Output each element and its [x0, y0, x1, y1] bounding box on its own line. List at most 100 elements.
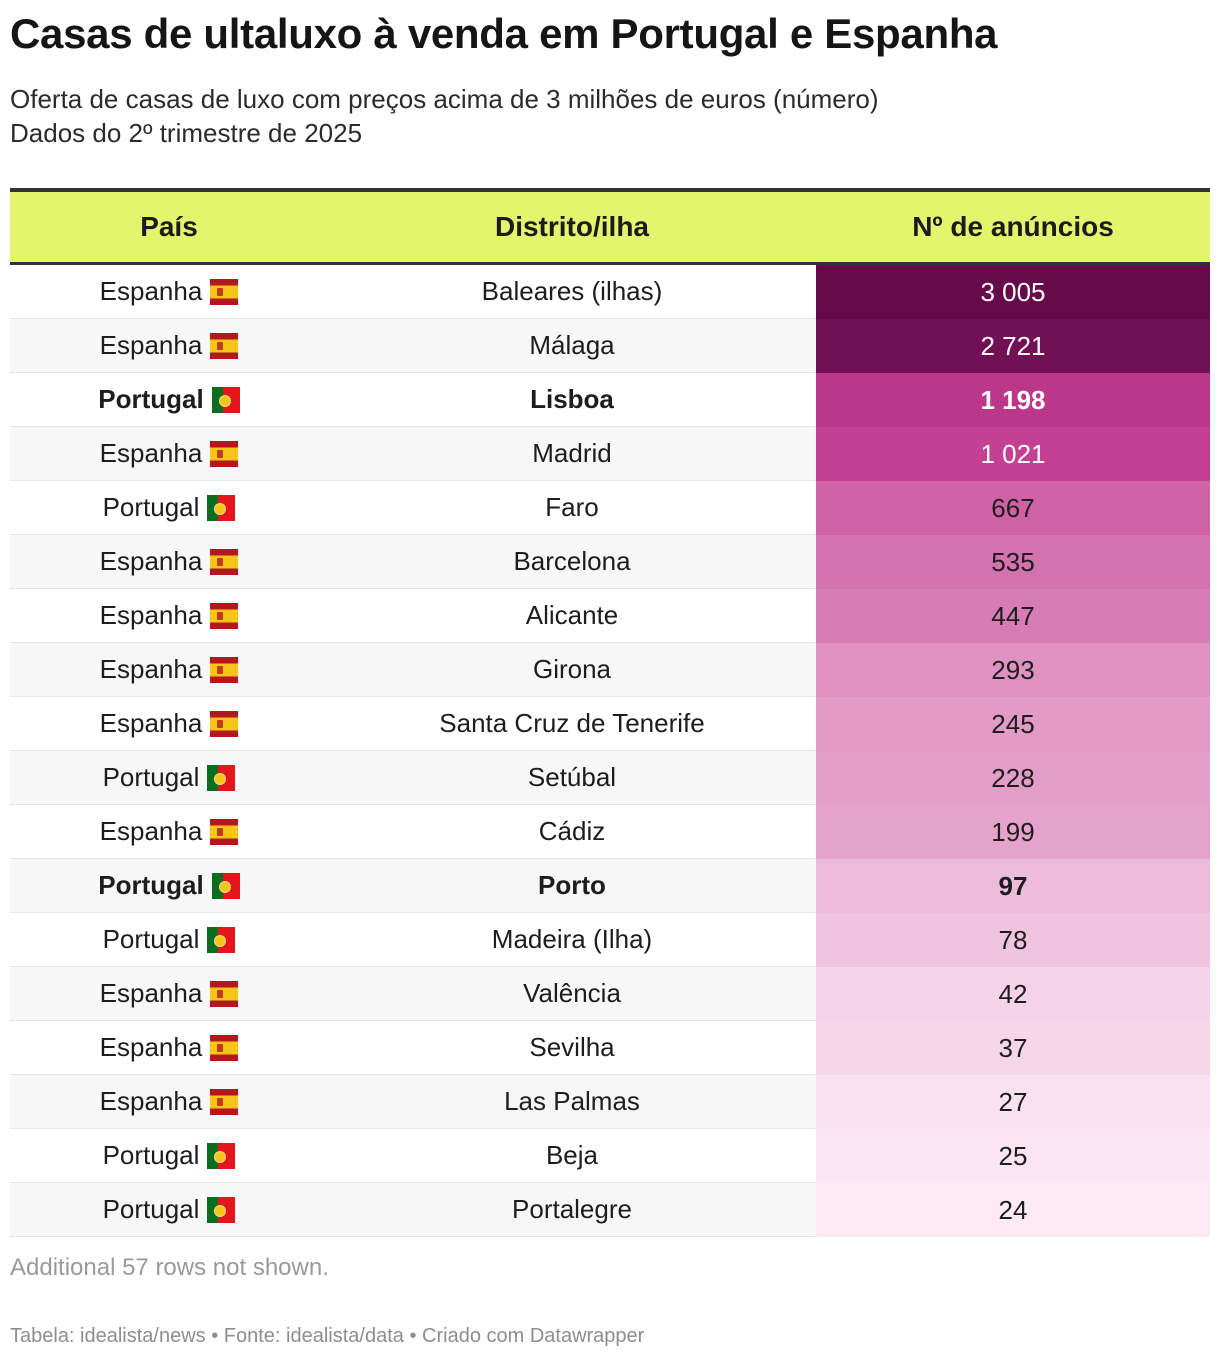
cell-listings-value: 228	[816, 751, 1210, 805]
cell-listings-value: 447	[816, 589, 1210, 643]
spain-flag-icon	[210, 1088, 239, 1115]
cell-country: Espanha	[10, 535, 328, 589]
country-label: Espanha	[99, 654, 203, 684]
spain-flag-icon	[210, 980, 239, 1007]
cell-district: Alicante	[328, 589, 816, 643]
cell-listings-value: 1 198	[816, 373, 1210, 427]
country-label: Portugal	[102, 1194, 200, 1224]
cell-country: Portugal	[10, 913, 328, 967]
table-row: Espanha Málaga 2 721	[10, 319, 1210, 373]
chart-title: Casas de ultaluxo à venda em Portugal e …	[10, 10, 998, 57]
column-header-district[interactable]: Distrito/ilha	[494, 211, 649, 242]
cell-country: Portugal	[10, 751, 328, 805]
table-row: Espanha Santa Cruz de Tenerife 245	[10, 697, 1210, 751]
portugal-flag-icon	[207, 1196, 236, 1223]
table-row: Portugal Madeira (Ilha) 78	[10, 913, 1210, 967]
table-row: Portugal Setúbal 228	[10, 751, 1210, 805]
cell-country: Portugal	[10, 1183, 328, 1237]
country-label: Espanha	[99, 600, 203, 630]
table-row: Portugal Portalegre 24	[10, 1183, 1210, 1237]
cell-country: Portugal	[10, 1129, 328, 1183]
cell-country: Portugal	[10, 481, 328, 535]
cell-country: Portugal	[10, 373, 328, 427]
cell-district: Baleares (ilhas)	[328, 265, 816, 319]
table-row: Espanha Valência 42	[10, 967, 1210, 1021]
country-label: Espanha	[99, 1032, 203, 1062]
cell-country: Espanha	[10, 319, 328, 373]
table-row: Portugal Lisboa 1 198	[10, 373, 1210, 427]
country-label: Espanha	[99, 330, 203, 360]
source-footer: Tabela: idealista/news • Fonte: idealist…	[10, 1325, 645, 1347]
cell-country: Espanha	[10, 265, 328, 319]
cell-country: Espanha	[10, 805, 328, 859]
cell-district: Portalegre	[328, 1183, 816, 1237]
table-row: Espanha Alicante 447	[10, 589, 1210, 643]
spain-flag-icon	[210, 332, 239, 359]
cell-country: Portugal	[10, 859, 328, 913]
spain-flag-icon	[210, 278, 239, 305]
spain-flag-icon	[210, 656, 239, 683]
cell-listings-value: 2 721	[816, 319, 1210, 373]
table-row: Espanha Sevilha 37	[10, 1021, 1210, 1075]
more-rows-note: Additional 57 rows not shown.	[10, 1254, 329, 1281]
table-row: Portugal Porto 97	[10, 859, 1210, 913]
cell-listings-value: 667	[816, 481, 1210, 535]
cell-listings-value: 25	[816, 1129, 1210, 1183]
spain-flag-icon	[210, 548, 239, 575]
country-label: Portugal	[102, 492, 200, 522]
country-label: Espanha	[99, 546, 203, 576]
table-row: Espanha Cádiz 199	[10, 805, 1210, 859]
table-row: Espanha Baleares (ilhas) 3 005	[10, 265, 1210, 319]
cell-district: Sevilha	[328, 1021, 816, 1075]
cell-district: Las Palmas	[328, 1075, 816, 1129]
column-header-country[interactable]: País	[140, 211, 198, 242]
table-row: Portugal Beja 25	[10, 1129, 1210, 1183]
subtitle-line-1: Oferta de casas de luxo com preços acima…	[10, 84, 879, 114]
country-label: Portugal	[98, 384, 204, 414]
cell-district: Málaga	[328, 319, 816, 373]
table-row: Espanha Las Palmas 27	[10, 1075, 1210, 1129]
cell-listings-value: 3 005	[816, 265, 1210, 319]
spain-flag-icon	[210, 602, 239, 629]
spain-flag-icon	[210, 818, 239, 845]
table-row: Espanha Madrid 1 021	[10, 427, 1210, 481]
cell-listings-value: 1 021	[816, 427, 1210, 481]
country-label: Espanha	[99, 978, 203, 1008]
country-label: Espanha	[99, 816, 203, 846]
portugal-flag-icon	[207, 764, 236, 791]
cell-listings-value: 24	[816, 1183, 1210, 1237]
cell-listings-value: 293	[816, 643, 1210, 697]
subtitle-line-2: Dados do 2º trimestre de 2025	[10, 118, 363, 148]
portugal-flag-icon	[207, 1142, 236, 1169]
cell-district: Barcelona	[328, 535, 816, 589]
spain-flag-icon	[210, 1034, 239, 1061]
column-header-listings[interactable]: Nº de anúncios	[912, 211, 1114, 242]
country-label: Portugal	[102, 924, 200, 954]
cell-country: Espanha	[10, 589, 328, 643]
cell-listings-value: 37	[816, 1021, 1210, 1075]
cell-district: Beja	[328, 1129, 816, 1183]
cell-country: Espanha	[10, 697, 328, 751]
country-label: Espanha	[99, 708, 203, 738]
cell-country: Espanha	[10, 967, 328, 1021]
table-body: Espanha Baleares (ilhas) 3 005 Espanha Málag…	[10, 265, 1210, 1237]
cell-country: Espanha	[10, 1075, 328, 1129]
cell-country: Espanha	[10, 427, 328, 481]
cell-district: Madeira (Ilha)	[328, 913, 816, 967]
table-header: País Distrito/ilha Nº de anúncios	[10, 188, 1210, 265]
country-label: Portugal	[102, 1140, 200, 1170]
chart-subtitle: Oferta de casas de luxo com preços acima…	[10, 82, 879, 150]
cell-district: Cádiz	[328, 805, 816, 859]
cell-district: Faro	[328, 481, 816, 535]
cell-district: Madrid	[328, 427, 816, 481]
table-row: Espanha Barcelona 535	[10, 535, 1210, 589]
cell-district: Setúbal	[328, 751, 816, 805]
cell-listings-value: 199	[816, 805, 1210, 859]
spain-flag-icon	[210, 710, 239, 737]
cell-country: Espanha	[10, 1021, 328, 1075]
cell-district: Valência	[328, 967, 816, 1021]
country-label: Espanha	[99, 276, 203, 306]
cell-listings-value: 97	[816, 859, 1210, 913]
table-row: Espanha Girona 293	[10, 643, 1210, 697]
cell-listings-value: 42	[816, 967, 1210, 1021]
